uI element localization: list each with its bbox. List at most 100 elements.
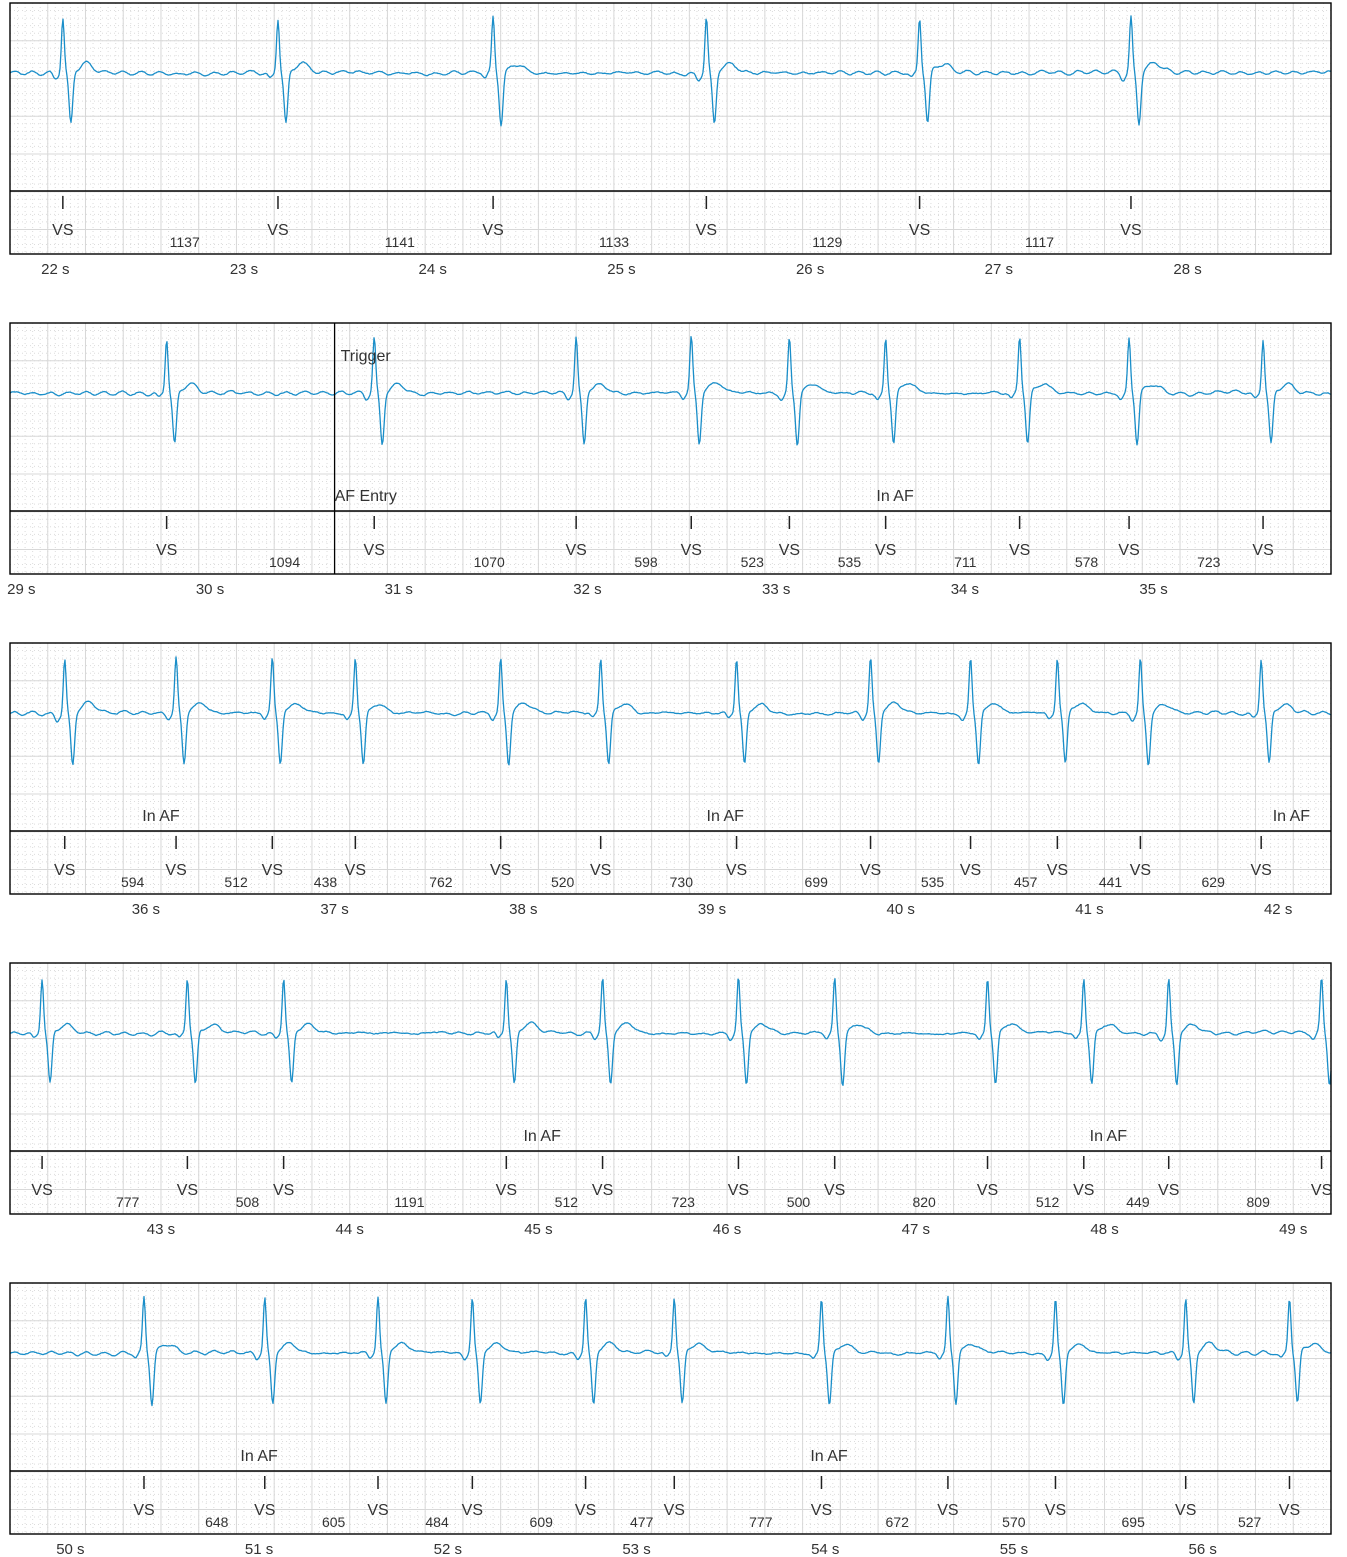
- beat-marker[interactable]: VS: [575, 1476, 596, 1519]
- beat-marker[interactable]: VS: [267, 196, 289, 239]
- beat-marker[interactable]: VS: [696, 196, 717, 239]
- beat-marker[interactable]: VS: [1251, 836, 1272, 879]
- time-tick-label: 25 s: [607, 261, 635, 278]
- beat-marker[interactable]: VS: [726, 836, 747, 879]
- trigger-annotation: Trigger: [341, 348, 392, 365]
- beat-marker[interactable]: VS: [262, 836, 283, 879]
- time-tick-label: 50 s: [56, 1541, 84, 1557]
- ecg-trace: [9, 1295, 1332, 1407]
- beat-label: VS: [1047, 862, 1068, 879]
- rr-interval-value: 457: [1014, 874, 1038, 890]
- beat-marker[interactable]: VS: [1009, 516, 1030, 559]
- beat-marker[interactable]: VS: [54, 836, 75, 879]
- beat-label: VS: [728, 1182, 749, 1199]
- beat-label: VS: [1009, 542, 1030, 559]
- beat-marker[interactable]: VS: [177, 1156, 198, 1199]
- beat-label: VS: [273, 1182, 294, 1199]
- beat-marker[interactable]: VS: [1311, 1156, 1332, 1199]
- beat-marker[interactable]: VS: [960, 836, 981, 879]
- beat-marker[interactable]: VS: [592, 1156, 613, 1199]
- beat-marker[interactable]: VS: [1045, 1476, 1066, 1519]
- in-af-annotation: In AF: [876, 488, 914, 505]
- ecg-trace: [9, 15, 1331, 127]
- beat-label: VS: [31, 1182, 52, 1199]
- beat-marker[interactable]: VS: [977, 1156, 998, 1199]
- rr-interval-value: 594: [121, 874, 145, 890]
- time-tick-label: 51 s: [245, 1541, 273, 1557]
- beat-marker[interactable]: VS: [1130, 836, 1151, 879]
- rr-interval-value: 1137: [170, 234, 200, 250]
- rr-interval-value: 711: [954, 554, 977, 570]
- ecg-trace: [9, 656, 1332, 766]
- beat-marker[interactable]: VS: [133, 1476, 155, 1519]
- time-tick-label: 54 s: [811, 1541, 839, 1557]
- beat-label: VS: [977, 1182, 998, 1199]
- rr-interval-value: 1070: [474, 554, 505, 570]
- rr-interval-value: 512: [224, 874, 248, 890]
- grid: [9, 642, 1331, 894]
- beat-marker[interactable]: VS: [1175, 1476, 1196, 1519]
- beat-label: VS: [482, 222, 503, 239]
- time-tick-label: 22 s: [41, 261, 69, 278]
- beat-marker[interactable]: VS: [860, 836, 881, 879]
- beat-label: VS: [1311, 1182, 1332, 1199]
- beat-marker[interactable]: VS: [165, 836, 187, 879]
- beat-marker[interactable]: VS: [490, 836, 511, 879]
- beat-marker[interactable]: VS: [496, 1156, 517, 1199]
- beat-label: VS: [875, 542, 896, 559]
- beat-marker[interactable]: VS: [875, 516, 896, 559]
- ecg-strip-2: VS VS VS VS VS VS VS VS VS 1094 1070 598 523 535 711 57…: [7, 322, 1332, 598]
- beat-marker[interactable]: VS: [728, 1156, 749, 1199]
- beat-marker[interactable]: VS: [482, 196, 504, 239]
- time-tick-label: 37 s: [320, 901, 348, 918]
- beat-marker[interactable]: VS: [254, 1476, 275, 1519]
- rr-interval-value: 1094: [269, 554, 300, 570]
- rr-interval-value: 629: [1202, 874, 1226, 890]
- rr-interval-value: 820: [912, 1194, 936, 1210]
- time-tick-label: 40 s: [887, 901, 915, 918]
- beat-marker[interactable]: VS: [1118, 516, 1140, 559]
- in-af-annotation: In AF: [810, 1448, 848, 1465]
- strip-frame: [9, 962, 1332, 1215]
- time-tick-label: 49 s: [1279, 1221, 1307, 1238]
- time-tick-label: 56 s: [1188, 1541, 1216, 1557]
- rr-interval-value: 449: [1126, 1194, 1150, 1210]
- beat-marker[interactable]: VS: [364, 516, 385, 559]
- beat-marker[interactable]: VS: [1279, 1476, 1300, 1519]
- beat-marker[interactable]: VS: [909, 196, 930, 239]
- beat-marker[interactable]: VS: [824, 1156, 845, 1199]
- beat-marker[interactable]: VS: [462, 1476, 483, 1519]
- rr-interval-value: 1129: [812, 234, 842, 250]
- beat-marker[interactable]: VS: [31, 1156, 53, 1199]
- beat-marker[interactable]: VS: [565, 516, 587, 559]
- beat-marker[interactable]: VS: [664, 1476, 685, 1519]
- rr-interval-value: 723: [1197, 554, 1221, 570]
- beat-marker[interactable]: VS: [52, 196, 74, 239]
- ecg-strip-3: VS VS VS VS VS VS VS VS VS VS VS VS 594 512 438 762 520 7…: [9, 642, 1332, 918]
- beat-marker[interactable]: VS: [1120, 196, 1142, 239]
- beat-marker[interactable]: VS: [273, 1156, 294, 1199]
- beat-marker[interactable]: VS: [811, 1476, 832, 1519]
- beat-marker[interactable]: VS: [1252, 516, 1274, 559]
- beat-label: VS: [165, 862, 186, 879]
- beat-marker[interactable]: VS: [1158, 1156, 1179, 1199]
- beat-marker[interactable]: VS: [156, 516, 177, 559]
- beat-marker[interactable]: VS: [1073, 1156, 1094, 1199]
- beat-marker[interactable]: VS: [1047, 836, 1068, 879]
- grid: [9, 2, 1331, 254]
- beat-marker[interactable]: VS: [937, 1476, 959, 1519]
- beat-label: VS: [1158, 1182, 1179, 1199]
- beat-marker[interactable]: VS: [345, 836, 366, 879]
- beat-marker[interactable]: VS: [367, 1476, 389, 1519]
- beat-marker[interactable]: VS: [590, 836, 611, 879]
- beat-label: VS: [664, 1502, 685, 1519]
- beat-marker[interactable]: VS: [681, 516, 702, 559]
- rr-interval-value: 730: [670, 874, 694, 890]
- time-tick-label: 36 s: [132, 901, 160, 918]
- beat-label: VS: [1120, 222, 1141, 239]
- rr-interval-value: 441: [1099, 874, 1123, 890]
- time-tick-label: 53 s: [622, 1541, 650, 1557]
- beat-label: VS: [156, 542, 177, 559]
- beat-marker[interactable]: VS: [779, 516, 800, 559]
